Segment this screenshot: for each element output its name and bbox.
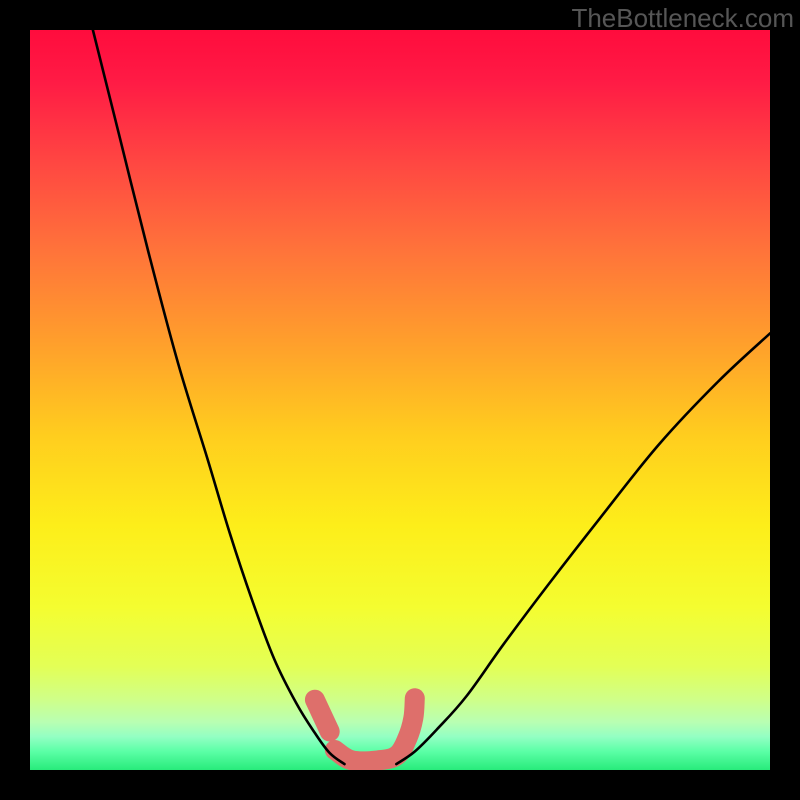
bottleneck-plot <box>30 30 770 770</box>
canvas-root: TheBottleneck.com <box>0 0 800 800</box>
highlight-segment-0 <box>315 700 330 732</box>
watermark-text: TheBottleneck.com <box>571 3 794 34</box>
plot-frame <box>30 30 770 770</box>
gradient-fill <box>30 30 770 770</box>
